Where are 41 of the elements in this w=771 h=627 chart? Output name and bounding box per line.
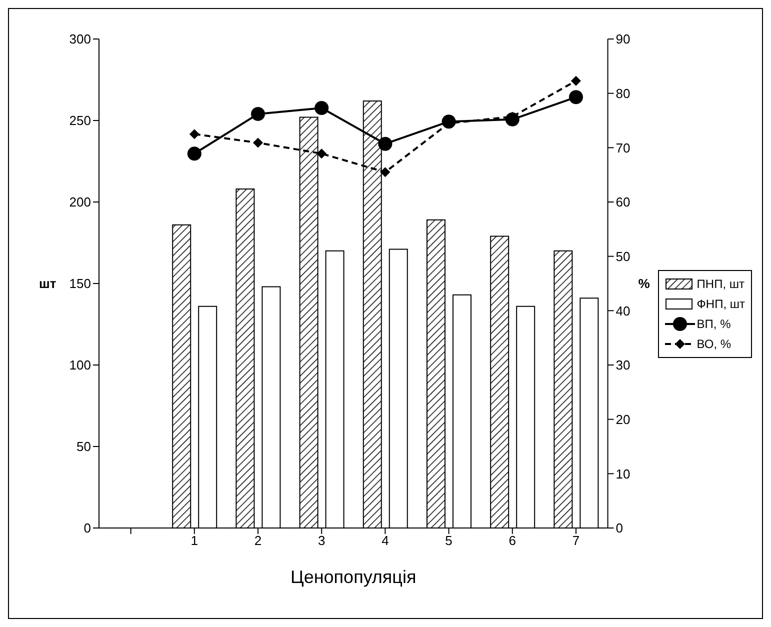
x-tick-label: 3 [318,533,326,548]
y2-tick-label: 90 [616,32,630,47]
y2-tick-label: 80 [616,86,630,101]
x-tick-label: 4 [382,533,389,548]
y-tick-label: 100 [69,358,91,373]
point [250,106,265,121]
point [568,90,583,104]
legend-label: ФНП, шт [696,296,745,310]
legend-label: ПНП, шт [696,276,744,290]
y2-tick-label: 60 [616,194,630,210]
y2-tick-label: 10 [616,466,630,482]
point [380,167,390,178]
y2-tick-label: 0 [616,520,624,536]
y-tick-label: 50 [76,439,91,454]
legend-label: ВП, % [696,316,731,330]
point [378,136,392,151]
y-tick-label: 300 [69,32,91,47]
y-tick-label: 250 [69,113,91,128]
x-axis-title: Ценопопуляція [290,567,416,587]
point [570,76,581,86]
point [189,129,200,140]
y-axis-title: шт [39,276,56,292]
point [314,101,329,116]
y2-tick-label: 50 [616,248,630,264]
y2-tick-label: 30 [616,358,630,373]
x-tick-label: 6 [508,533,516,548]
point [187,146,202,161]
x-tick-label: 7 [572,533,580,548]
x-tick-label: 5 [445,533,452,548]
y2-tick-label: 40 [616,303,630,318]
x-tick-label: 2 [254,533,262,548]
y2-axis-title: % [638,276,650,292]
y-tick-label: 200 [69,194,91,210]
point [252,138,263,148]
point [316,148,327,159]
y2-tick-label: 20 [616,412,630,427]
legend-label: ВО, % [696,336,732,350]
y-tick-label: 150 [69,276,91,292]
x-tick-label: 1 [190,533,198,548]
y2-tick-label: 70 [616,140,630,156]
y-tick-label: 0 [84,520,91,536]
